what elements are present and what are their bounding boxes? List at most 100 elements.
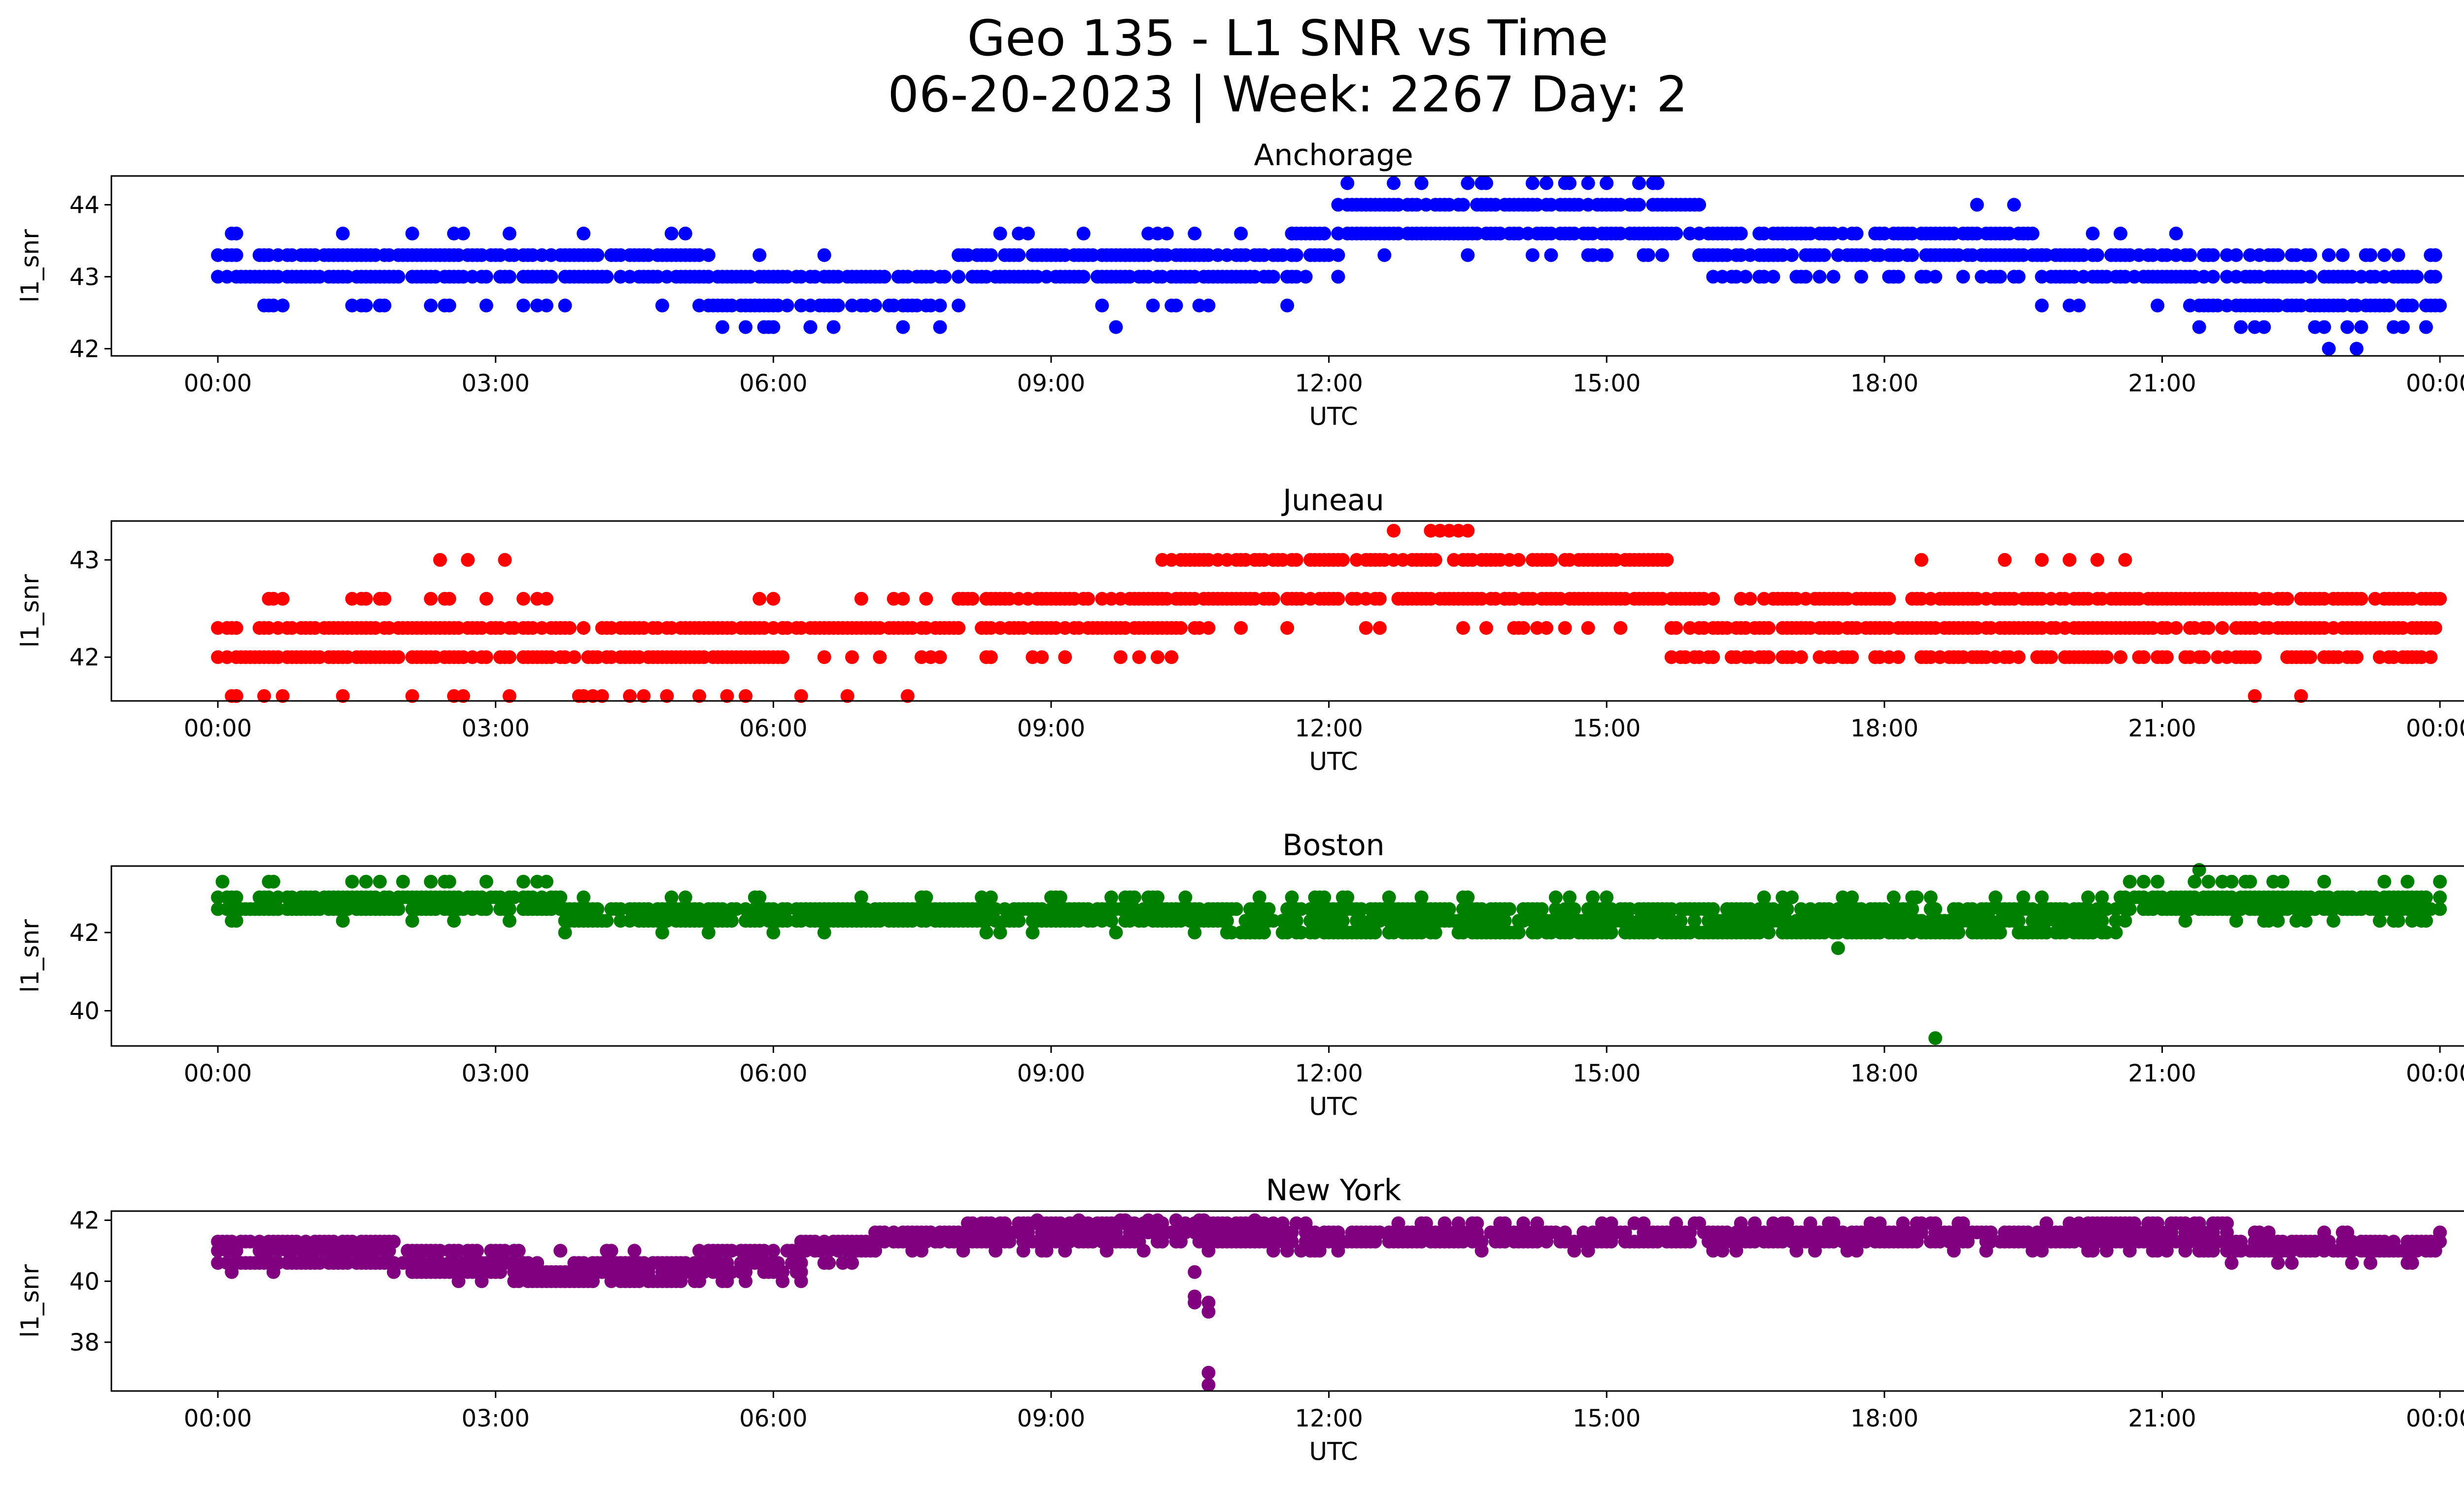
boston-point <box>1262 902 1276 916</box>
boston-point <box>2419 890 2433 904</box>
juneau-point <box>433 553 447 567</box>
anchorage-title: Anchorage <box>1254 138 1413 173</box>
juneau-point <box>540 591 553 606</box>
boston-point <box>479 902 493 916</box>
juneau-point <box>623 689 637 703</box>
new-york-x-tick-label: 15:00 <box>1573 1405 1641 1432</box>
juneau-point <box>456 689 470 703</box>
boston-point <box>1257 925 1271 939</box>
juneau-point <box>739 689 753 703</box>
anchorage-point <box>577 226 591 241</box>
anchorage-point <box>831 298 845 313</box>
anchorage-point <box>952 298 966 313</box>
anchorage-point <box>1461 248 1475 262</box>
boston-scatter-series <box>211 863 2447 1045</box>
new-york-y-tick-label: 40 <box>69 1268 100 1295</box>
new-york-point <box>2271 1256 2285 1270</box>
juneau-point <box>637 689 651 703</box>
new-york-point <box>512 1244 526 1258</box>
anchorage-point <box>803 320 818 334</box>
boston-point <box>1567 902 1581 916</box>
boston-point <box>1706 902 1720 916</box>
boston-point <box>2016 890 2030 904</box>
anchorage-point <box>1766 270 1780 284</box>
new-york-point <box>2159 1244 2174 1258</box>
boston-x-tick-label: 18:00 <box>1850 1060 1918 1087</box>
anchorage-point <box>2396 320 2410 334</box>
boston-point <box>447 914 461 928</box>
juneau-axes-frame <box>110 520 2464 702</box>
juneau-point <box>502 689 516 703</box>
juneau-point <box>1544 553 1558 567</box>
juneau-point <box>1915 553 1928 567</box>
anchorage-point <box>1525 176 1540 190</box>
boston-point <box>229 890 243 904</box>
anchorage-point <box>655 298 669 313</box>
anchorage-point <box>479 270 493 284</box>
anchorage-point <box>896 320 910 334</box>
juneau-title: Juneau <box>1281 483 1384 518</box>
juneau-point <box>1428 553 1442 567</box>
boston-point <box>664 890 679 904</box>
juneau-point <box>1113 650 1128 664</box>
anchorage-point <box>2090 248 2104 262</box>
boston-point <box>2433 902 2447 916</box>
juneau-point <box>577 621 591 635</box>
anchorage-point <box>1414 176 1429 190</box>
boston-point <box>2122 902 2137 916</box>
anchorage-point <box>1109 320 1123 334</box>
anchorage-point <box>2424 248 2438 262</box>
juneau-point <box>965 591 980 606</box>
anchorage-point <box>984 248 998 262</box>
boston-point <box>553 890 568 904</box>
boston-point <box>577 890 591 904</box>
juneau-point <box>776 650 790 664</box>
juneau-point <box>1035 650 1049 664</box>
boston-point <box>1285 890 1299 904</box>
boston-point <box>2224 874 2239 889</box>
boston-point <box>753 890 767 904</box>
anchorage-y-tick-label: 42 <box>69 335 100 363</box>
boston-point <box>1511 925 1526 939</box>
boston-point <box>502 902 516 916</box>
anchorage-point <box>1785 248 1799 262</box>
anchorage-point <box>229 248 243 262</box>
boston-point <box>2081 890 2095 904</box>
boston-point <box>1335 914 1350 928</box>
boston-point <box>766 925 781 939</box>
anchorage-point <box>1886 270 1901 284</box>
anchorage-point <box>2405 298 2419 313</box>
anchorage-point <box>1317 226 1332 241</box>
boston-point <box>2433 890 2447 904</box>
new-york-point <box>2345 1256 2359 1270</box>
anchorage-subplot: Anchorage 00:00 03:00 06:00 09:00 12:00 15:00 1… <box>16 138 2464 431</box>
boston-point <box>266 874 280 889</box>
boston-point <box>2151 874 2165 889</box>
new-york-point <box>470 1244 484 1258</box>
boston-point <box>1368 925 1382 939</box>
anchorage-point <box>2428 270 2442 284</box>
anchorage-point <box>2322 248 2336 262</box>
anchorage-x-tick-label: 00:00 <box>2406 370 2464 397</box>
juneau-point <box>359 591 373 606</box>
anchorage-point <box>2433 298 2447 313</box>
anchorage-point <box>1600 176 1614 190</box>
boston-x-tick-label: 15:00 <box>1573 1060 1641 1087</box>
anchorage-point <box>1970 198 1984 212</box>
boston-point <box>2035 890 2049 904</box>
boston-x-axis-label: UTC <box>1309 1092 1358 1121</box>
juneau-point <box>229 621 243 635</box>
boston-point <box>1461 890 1475 904</box>
new-york-point <box>794 1256 808 1270</box>
boston-point <box>558 925 572 939</box>
boston-point <box>1923 890 1938 904</box>
anchorage-point <box>2257 320 2271 334</box>
anchorage-x-tick-label: 03:00 <box>462 370 530 397</box>
juneau-point <box>2118 553 2132 567</box>
juneau-point <box>1743 591 1757 606</box>
anchorage-point <box>1729 270 1744 284</box>
new-york-axes-frame <box>110 1210 2464 1392</box>
juneau-point <box>1174 621 1188 635</box>
anchorage-point <box>1928 270 1943 284</box>
anchorage-point <box>2086 226 2100 241</box>
